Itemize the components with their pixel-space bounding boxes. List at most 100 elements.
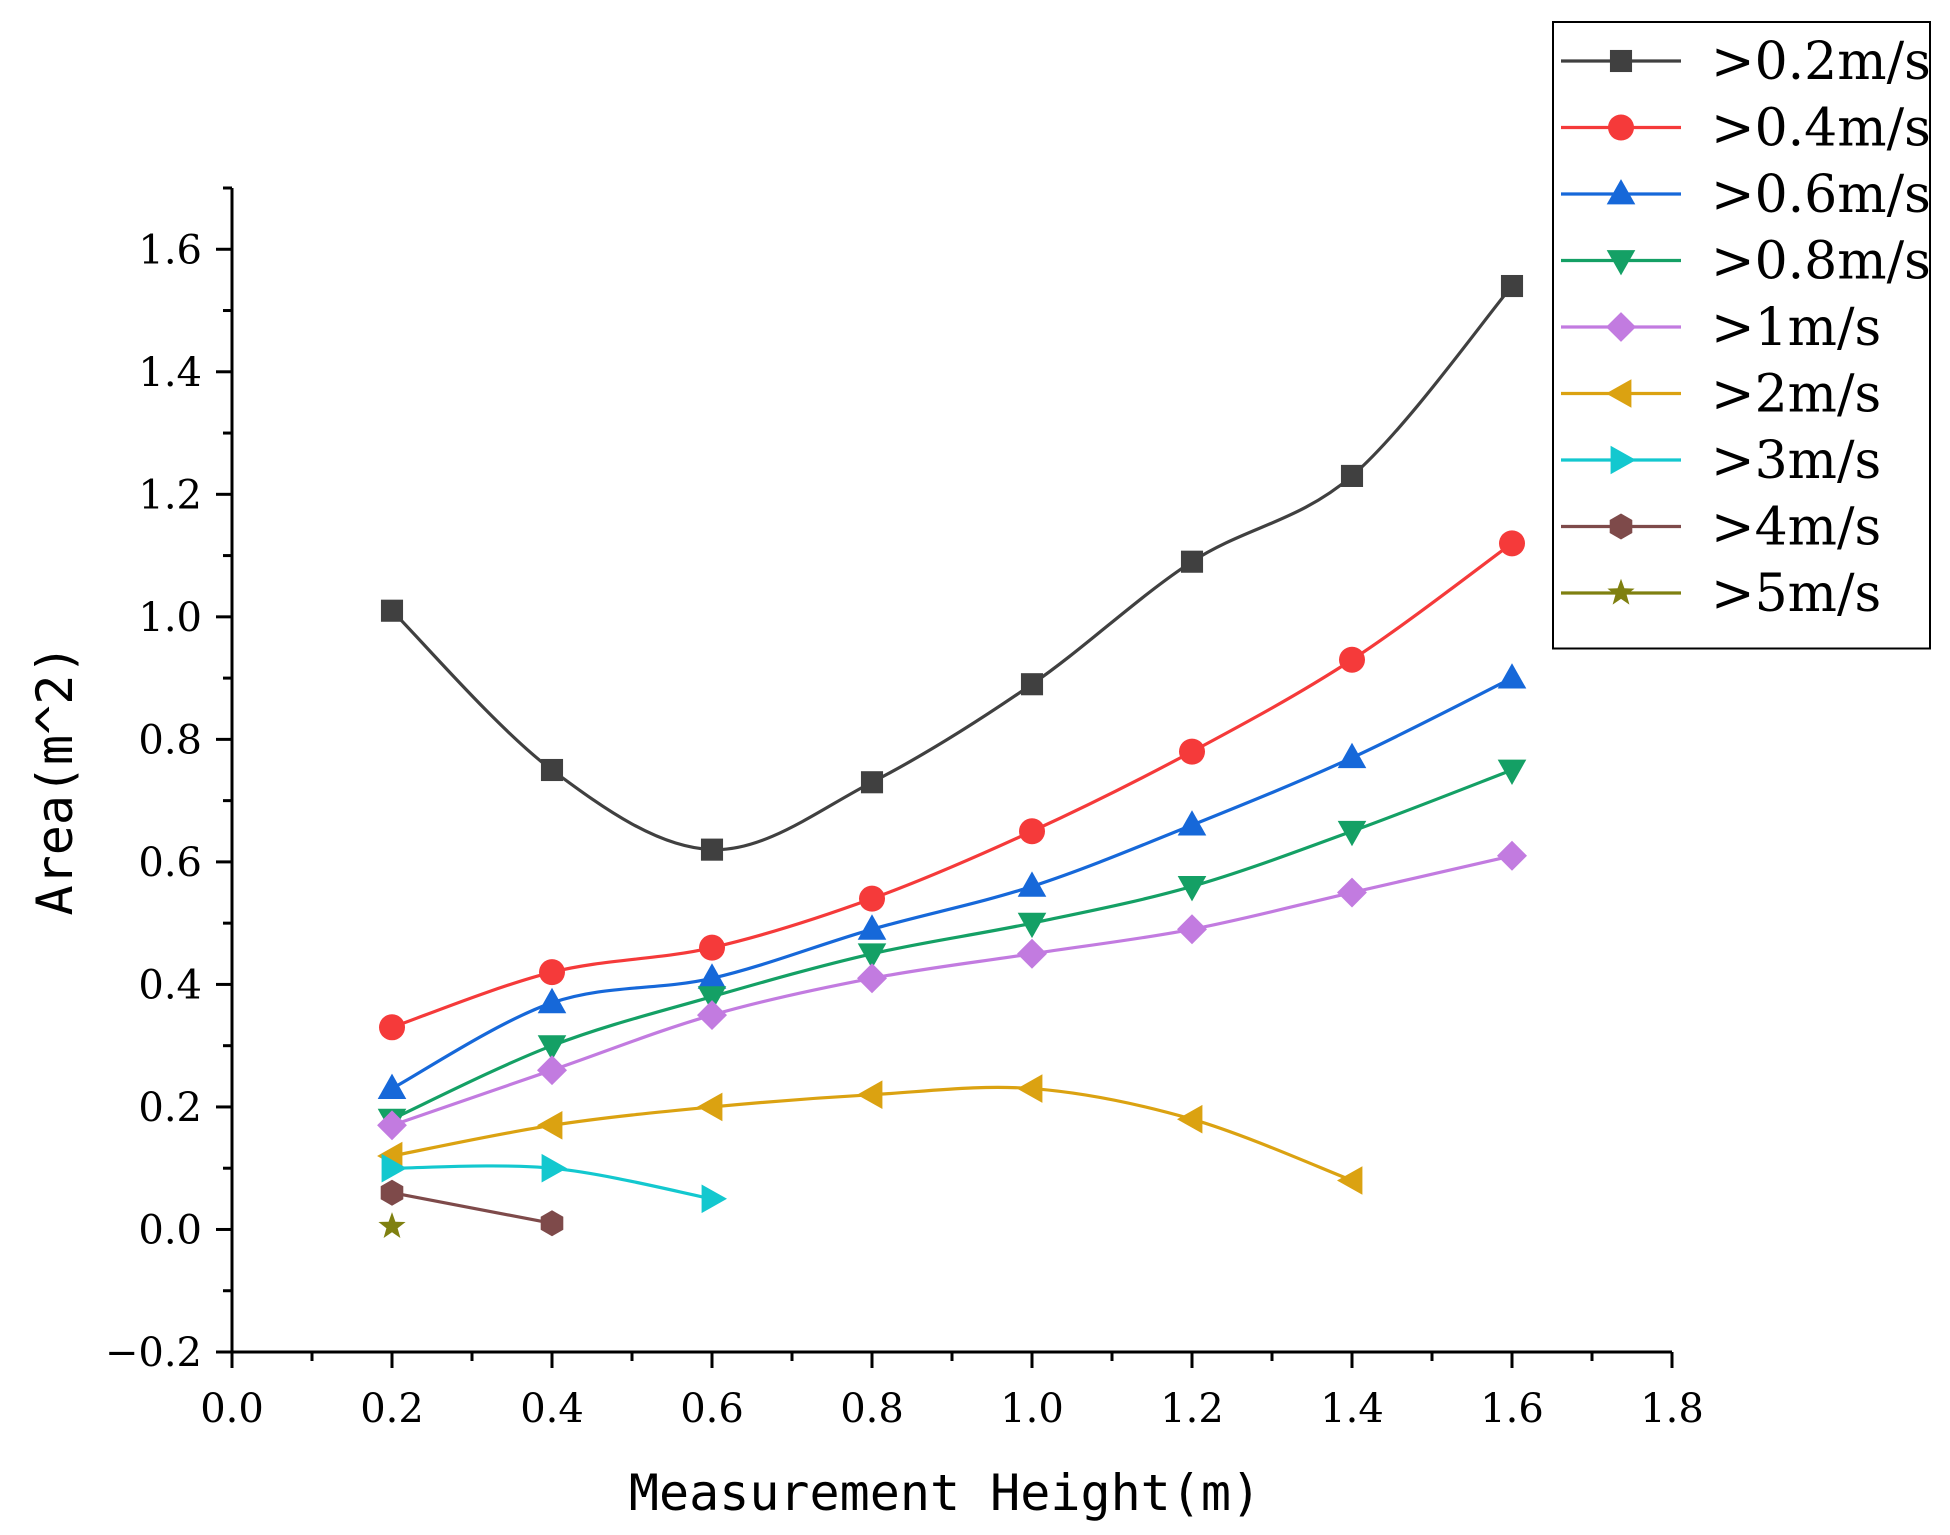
- data-point: [1177, 810, 1207, 836]
- series-2: [379, 530, 1525, 1041]
- series-8: [380, 1179, 564, 1237]
- data-point: [540, 1210, 564, 1237]
- data-point: [1337, 877, 1367, 908]
- data-point: [1337, 1166, 1363, 1195]
- legend-marker: [1606, 379, 1632, 408]
- x-tick-label: 0.2: [360, 1386, 424, 1432]
- legend-marker: [1606, 312, 1636, 342]
- legend-item: >3m/s: [1561, 431, 1881, 491]
- y-tick-label: 1.0: [138, 595, 202, 641]
- legend-label: >2m/s: [1711, 365, 1881, 425]
- legend-item: >1m/s: [1561, 298, 1881, 358]
- data-point: [537, 1111, 563, 1140]
- data-point: [1497, 759, 1527, 785]
- y-tick-label: 1.6: [138, 227, 202, 273]
- data-point: [697, 1000, 727, 1030]
- x-axis-title: Measurement Height(m): [629, 1464, 1261, 1522]
- legend-label: >1m/s: [1711, 298, 1881, 358]
- data-point: [857, 914, 887, 940]
- data-point: [537, 987, 567, 1014]
- data-point: [1180, 550, 1204, 573]
- data-point: [378, 1212, 406, 1238]
- legend-item: >2m/s: [1561, 365, 1881, 425]
- data-point: [859, 885, 885, 912]
- data-point: [1337, 820, 1367, 847]
- data-point: [1017, 1074, 1043, 1103]
- y-tick-label: 0.2: [138, 1085, 202, 1131]
- data-point: [537, 1055, 567, 1086]
- legend-item: >5m/s: [1561, 564, 1881, 624]
- data-point: [860, 771, 884, 794]
- axes: 0.0 0.2 0.4 0.6 0.8 1.0 1.2 1.4 1.6 1.8 −0.2 0.0 0.2…: [105, 186, 1704, 1432]
- x-tick-label: 0.0: [200, 1386, 264, 1432]
- x-tick-label: 1.8: [1640, 1386, 1704, 1432]
- series-1: [380, 274, 1524, 861]
- data-point: [697, 963, 727, 989]
- data-point: [540, 758, 564, 782]
- data-point: [1340, 464, 1364, 487]
- legend-marker: [1607, 578, 1635, 605]
- data-point: [857, 963, 887, 994]
- x-tick-label: 1.4: [1320, 1386, 1384, 1432]
- data-point: [1020, 673, 1044, 696]
- legend: >0.2m/s >0.4m/s>0.6m/s >0.8m/s>1m/s >2m/s>3…: [1552, 21, 1931, 650]
- data-point: [857, 943, 887, 969]
- data-point: [1017, 912, 1047, 939]
- data-point: [377, 1110, 407, 1141]
- data-point: [700, 838, 724, 861]
- series-line: [391, 542, 1513, 1029]
- y-tick-label: 0.4: [138, 962, 202, 1008]
- data-point: [539, 959, 565, 986]
- y-tick-label: 0.6: [138, 840, 202, 886]
- legend-marker: [1606, 179, 1636, 205]
- data-point: [697, 986, 727, 1012]
- x-tick-label: 1.2: [1160, 1386, 1224, 1432]
- series-5: [377, 840, 1527, 1141]
- data-point: [697, 1092, 723, 1122]
- x-tick-label: 0.6: [680, 1386, 744, 1432]
- series-6: [377, 1074, 1363, 1195]
- data-point: [1017, 938, 1047, 969]
- data-point: [379, 1014, 405, 1041]
- legend-marker: [1606, 250, 1636, 276]
- legend-label: >0.8m/s: [1711, 232, 1931, 292]
- data-point: [1497, 663, 1527, 689]
- data-point: [380, 1179, 404, 1206]
- legend-item: >4m/s: [1561, 498, 1881, 558]
- data-point: [541, 1153, 567, 1183]
- data-point: [1179, 738, 1205, 765]
- legend-marker: [1609, 513, 1633, 540]
- data-point: [857, 1080, 883, 1109]
- y-axis-title: Area(m^2): [26, 645, 84, 916]
- series-line: [391, 1191, 553, 1225]
- y-tick-label: 1.4: [138, 350, 202, 396]
- data-point: [537, 1035, 567, 1061]
- legend-label: >5m/s: [1711, 564, 1881, 624]
- y-tick-label: 0.0: [138, 1207, 202, 1253]
- data-point: [1499, 530, 1525, 557]
- data-point: [1177, 876, 1207, 902]
- legend-item: >0.8m/s: [1561, 232, 1931, 292]
- legend-label: >0.6m/s: [1711, 165, 1931, 225]
- data-point: [1497, 840, 1527, 871]
- data-point: [1500, 274, 1524, 298]
- y-tick-label: 0.8: [138, 717, 202, 763]
- x-tick-label: 0.4: [520, 1386, 584, 1432]
- legend-item: >0.2m/s: [1561, 32, 1931, 92]
- data-point: [701, 1184, 727, 1214]
- series-3: [377, 663, 1527, 1099]
- series-layer: [377, 274, 1527, 1238]
- data-point: [1017, 871, 1047, 897]
- legend-marker: [1608, 114, 1634, 141]
- series-line: [391, 676, 1513, 1090]
- y-tick-label: 1.2: [138, 472, 202, 518]
- series-line: [391, 768, 1513, 1121]
- legend-marker: [1609, 49, 1633, 73]
- legend-label: >4m/s: [1711, 498, 1881, 558]
- legend-item: >0.6m/s: [1561, 165, 1931, 225]
- series-7: [381, 1153, 727, 1214]
- x-tick-label: 0.8: [840, 1386, 904, 1432]
- data-point: [699, 934, 725, 961]
- series-9: [378, 1212, 406, 1238]
